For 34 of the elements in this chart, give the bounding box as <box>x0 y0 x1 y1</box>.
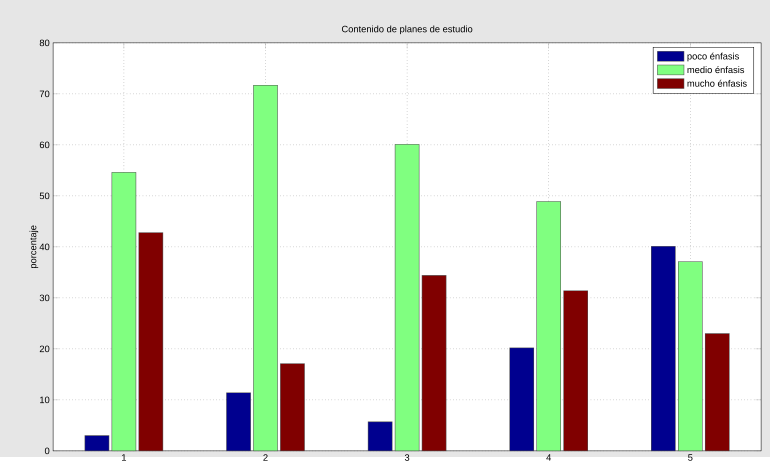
bar <box>422 275 446 452</box>
x-tick-label: 4 <box>546 454 552 461</box>
bar <box>704 333 730 452</box>
bar <box>394 144 420 452</box>
x-tick-label: 1 <box>122 454 126 461</box>
x-tick-label: 2 <box>263 454 268 461</box>
bar <box>226 392 251 452</box>
bar <box>280 363 305 452</box>
x-tick-label: 5 <box>688 454 692 461</box>
bar <box>253 84 278 452</box>
bar <box>678 261 703 452</box>
y-tick-label: 70 <box>40 90 50 98</box>
chart-title: Contenido de planes de estudio <box>342 25 472 34</box>
y-tick-label: 10 <box>40 396 50 404</box>
legend-label: poco énfasis <box>688 52 739 62</box>
y-tick-label: 60 <box>40 142 50 148</box>
bar <box>651 246 676 452</box>
y-tick-label: 20 <box>40 346 50 352</box>
y-tick-label: 50 <box>40 192 50 200</box>
bar <box>536 201 562 452</box>
y-axis-title: porcentaje <box>30 226 38 268</box>
legend-label: mucho énfasis <box>688 80 747 87</box>
bar <box>563 290 588 452</box>
y-tick-label: 0 <box>44 448 50 454</box>
bar <box>509 348 534 452</box>
y-tick-label: 30 <box>40 294 50 302</box>
bar <box>84 435 110 452</box>
y-tick-label: 80 <box>40 40 50 46</box>
bar <box>112 172 136 452</box>
legend-label: medio énfasis <box>688 66 744 74</box>
y-tick-label: 40 <box>40 244 50 250</box>
bar <box>138 232 164 452</box>
bar <box>368 422 392 452</box>
x-tick-label: 3 <box>404 454 410 461</box>
